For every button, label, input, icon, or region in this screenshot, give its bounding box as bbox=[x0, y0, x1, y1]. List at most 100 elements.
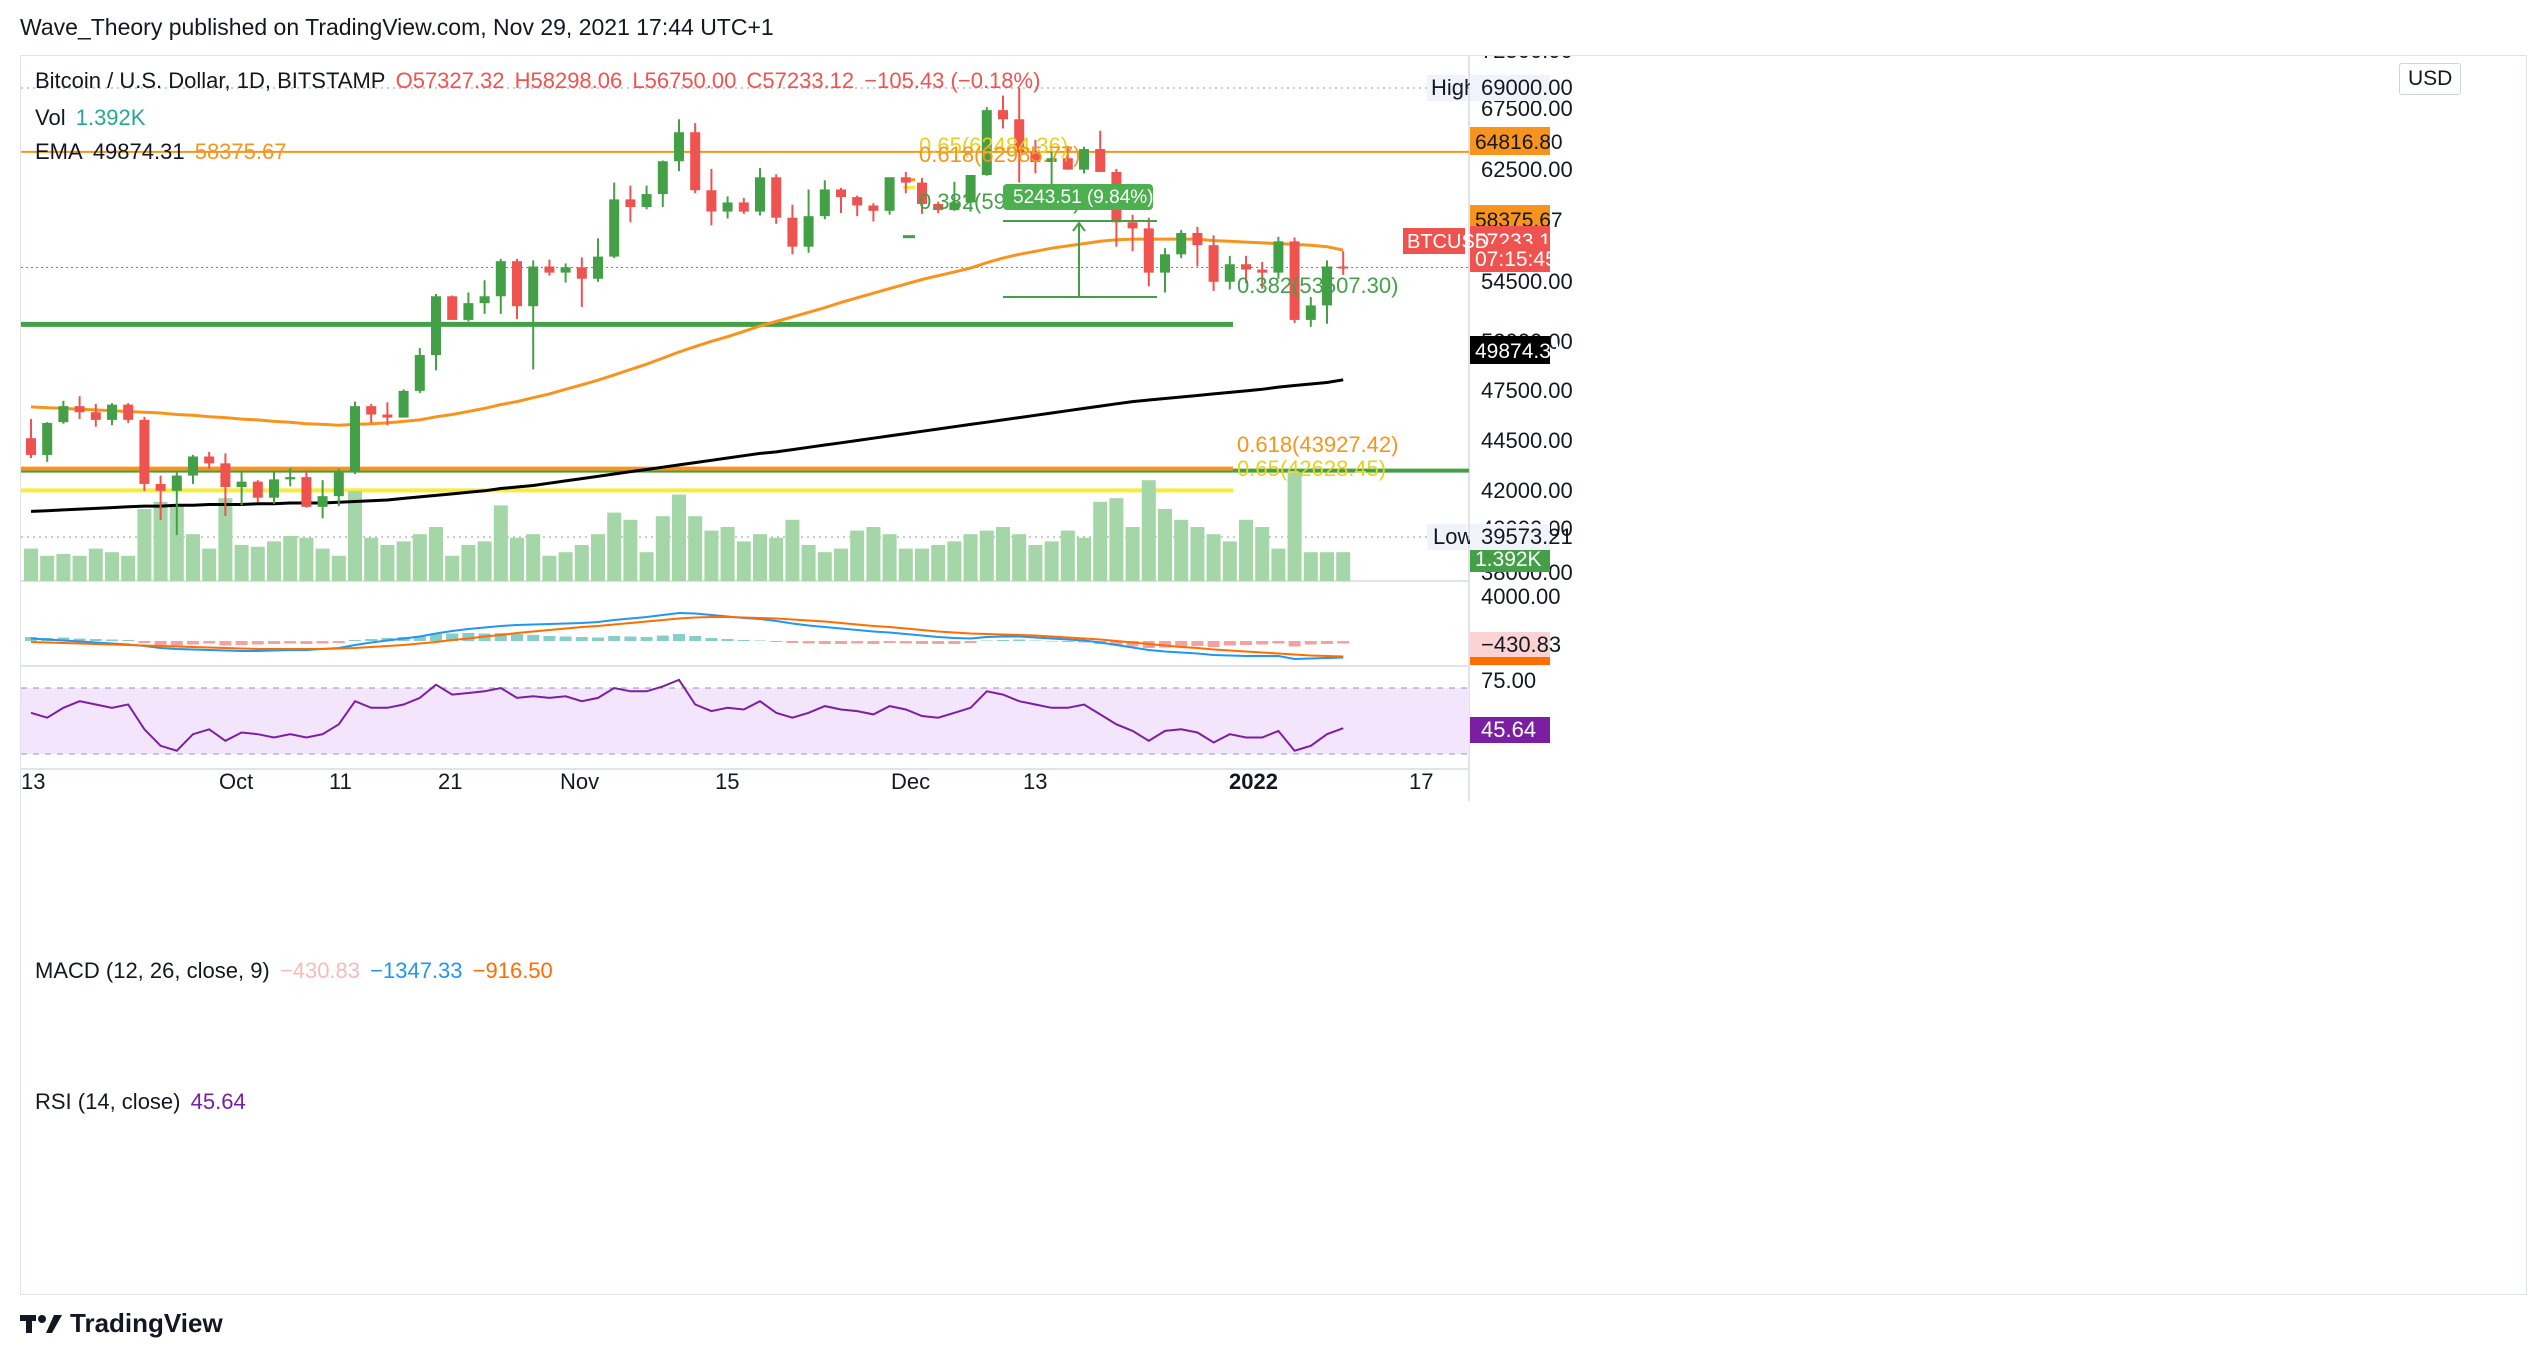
candle-up bbox=[641, 194, 652, 208]
high-label: High bbox=[1431, 75, 1476, 100]
volume-bar bbox=[250, 546, 265, 581]
candle-up bbox=[414, 355, 425, 391]
macd-hist-bar bbox=[1288, 641, 1301, 647]
volume-bar bbox=[1255, 527, 1270, 581]
volume-bar bbox=[1028, 545, 1043, 581]
time-tick-label: 2022 bbox=[1229, 769, 1278, 794]
volume-bar bbox=[348, 491, 362, 581]
candle-down bbox=[706, 190, 717, 212]
volume-bar bbox=[429, 527, 443, 581]
fib-065-label: 0.65(42628.45) bbox=[1237, 456, 1386, 481]
chart-canvas[interactable]: 72500.0067500.0062500.0054500.0052000.00… bbox=[21, 56, 2528, 1296]
ema-label: EMA bbox=[35, 139, 83, 164]
macd-hist-bar bbox=[511, 634, 523, 641]
volume-bar bbox=[283, 536, 298, 581]
candle-down bbox=[1062, 158, 1073, 170]
candle-down bbox=[447, 296, 458, 320]
macd-hist-bar bbox=[251, 641, 264, 645]
candle-up bbox=[479, 296, 490, 304]
candle-down bbox=[868, 205, 879, 211]
currency-badge[interactable]: USD bbox=[2399, 63, 2462, 95]
candle-down bbox=[917, 182, 927, 204]
high-value-label: 69000.00 bbox=[1481, 75, 1573, 100]
macd-hist-bar bbox=[430, 634, 442, 641]
macd-hist-bar bbox=[737, 640, 750, 641]
time-tick-label: 21 bbox=[438, 769, 462, 794]
volume-bar bbox=[88, 548, 103, 581]
candle-down bbox=[1257, 269, 1268, 273]
macd-hist-bar bbox=[365, 639, 378, 641]
volume-bar bbox=[607, 512, 622, 581]
macd-hist-bar bbox=[1110, 641, 1123, 646]
rsi-legend: RSI (14, close) 45.64 bbox=[35, 1089, 250, 1115]
time-tick-label: 13 bbox=[1023, 769, 1047, 794]
volume-bar bbox=[801, 545, 816, 581]
candle-down bbox=[382, 414, 393, 418]
macd-hist-value: −430.83 bbox=[279, 958, 361, 983]
macd-hist-bar bbox=[770, 641, 783, 642]
close-value: C57233.12 bbox=[746, 68, 855, 93]
time-tick-label: 15 bbox=[715, 769, 739, 794]
candle-up bbox=[188, 456, 198, 476]
macd-hist-bar bbox=[1337, 641, 1350, 644]
rsi-badge: 45.64 bbox=[1481, 717, 1536, 742]
tradingview-logo[interactable]: TradingView bbox=[20, 1308, 223, 1339]
volume-bar bbox=[1239, 519, 1253, 581]
ema50-line bbox=[30, 237, 1344, 427]
candle-up bbox=[949, 202, 960, 211]
volume-bar bbox=[169, 505, 184, 581]
countdown-badge-bg bbox=[1470, 244, 1550, 272]
volume-bar bbox=[299, 537, 314, 581]
measure-label: 5243.51 (9.84%) 524351 bbox=[1013, 187, 1222, 208]
candle-down bbox=[74, 406, 85, 413]
candle-up bbox=[285, 477, 296, 480]
macd-hist-bar bbox=[899, 641, 912, 644]
macd-hist-bar bbox=[1256, 641, 1269, 645]
candle-down bbox=[301, 477, 312, 507]
candle-down bbox=[900, 177, 911, 183]
measure-label-bg bbox=[1003, 184, 1153, 210]
open-value: O57327.32 bbox=[395, 68, 505, 93]
volume-bar bbox=[817, 552, 832, 581]
low-value: L56750.00 bbox=[632, 68, 737, 93]
volume-bar bbox=[898, 548, 913, 581]
macd-hist-bar bbox=[446, 633, 459, 641]
volume-bar bbox=[558, 552, 573, 581]
macd-hist-bar bbox=[802, 641, 815, 644]
candle-down bbox=[933, 203, 944, 211]
volume-bar bbox=[315, 548, 330, 581]
vol-value: 1.392K bbox=[75, 105, 146, 130]
rsi-label: RSI (14, close) bbox=[35, 1089, 181, 1114]
candle-up bbox=[1224, 264, 1235, 282]
candle-down bbox=[836, 189, 846, 198]
candle-down bbox=[625, 199, 636, 208]
volume-bar bbox=[267, 541, 281, 581]
volume-bar bbox=[769, 537, 784, 581]
macd-hist-bar bbox=[948, 641, 961, 644]
candle-down bbox=[738, 202, 749, 212]
macd-hist-bar bbox=[527, 635, 540, 641]
macd-hist-bar bbox=[316, 641, 329, 644]
candle-down bbox=[1338, 266, 1349, 269]
volume-layer bbox=[24, 473, 1351, 581]
macd-hist-bar bbox=[818, 641, 831, 644]
candle-down bbox=[26, 438, 36, 455]
volume-bar bbox=[445, 555, 460, 581]
countdown-badge: 07:15:45 bbox=[1475, 248, 1557, 271]
macd-hist-badge: −430.83 bbox=[1481, 632, 1561, 657]
macd-hist-bar bbox=[689, 636, 702, 641]
price-tick-label: 54500.00 bbox=[1481, 269, 1573, 294]
symbol-tag-bg bbox=[1403, 228, 1465, 254]
chart-frame[interactable]: 72500.0067500.0062500.0054500.0052000.00… bbox=[20, 55, 2527, 1295]
volume-bar bbox=[736, 541, 751, 581]
resistance-price-badge-bg bbox=[1470, 127, 1550, 155]
time-tick-label: Oct bbox=[219, 769, 253, 794]
high-value: H58298.06 bbox=[514, 68, 623, 93]
volume-bar bbox=[331, 555, 346, 581]
publisher-header: Wave_Theory published on TradingView.com… bbox=[20, 14, 774, 40]
volume-bar bbox=[882, 534, 897, 581]
macd-hist-bar bbox=[964, 641, 977, 643]
volume-bar bbox=[121, 555, 136, 581]
macd-hist-bar bbox=[721, 639, 734, 641]
volume-bar bbox=[461, 545, 476, 581]
